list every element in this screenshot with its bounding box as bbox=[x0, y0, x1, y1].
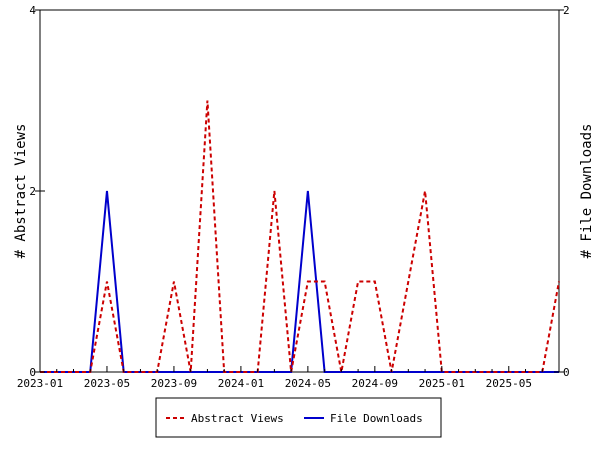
legend: Abstract Views File Downloads bbox=[155, 397, 442, 438]
x-tick-label: 2023-05 bbox=[84, 377, 130, 390]
y-right-axis-ticks bbox=[554, 9, 564, 373]
series-line-abstract-views bbox=[40, 100, 560, 373]
x-tick-label: 2025-05 bbox=[486, 377, 532, 390]
y-left-tick-label: 2 bbox=[29, 185, 36, 198]
y-left-tick-label: 4 bbox=[29, 4, 36, 17]
legend-label-abstract-views: Abstract Views bbox=[191, 412, 284, 425]
x-tick-label: 2024-09 bbox=[352, 377, 398, 390]
x-axis-tick-labels: 2023-01 2023-05 2023-09 2024-01 2024-05 2024-… bbox=[17, 377, 532, 390]
x-tick-label: 2024-01 bbox=[218, 377, 264, 390]
y-right-tick-label: 0 bbox=[563, 366, 570, 379]
series-layer bbox=[40, 100, 560, 373]
legend-label-file-downloads: File Downloads bbox=[330, 412, 423, 425]
y-left-tick-label: 0 bbox=[29, 366, 36, 379]
y-right-tick-label: 2 bbox=[563, 4, 570, 17]
y-right-axis-title: # File Downloads bbox=[579, 124, 595, 259]
y-left-axis-ticks bbox=[35, 9, 45, 373]
y-right-axis-tick-labels: 02 bbox=[563, 4, 570, 379]
y-left-axis-title: # Abstract Views bbox=[13, 124, 29, 259]
x-axis-ticks bbox=[39, 366, 560, 372]
y-left-axis-tick-labels: 0 2 4 bbox=[29, 4, 36, 379]
plot-area bbox=[39, 9, 560, 373]
x-tick-label: 2023-09 bbox=[151, 377, 197, 390]
legend-box bbox=[155, 397, 442, 438]
x-tick-label: 2024-05 bbox=[285, 377, 331, 390]
x-tick-label: 2023-01 bbox=[17, 377, 63, 390]
x-tick-label: 2025-01 bbox=[419, 377, 465, 390]
